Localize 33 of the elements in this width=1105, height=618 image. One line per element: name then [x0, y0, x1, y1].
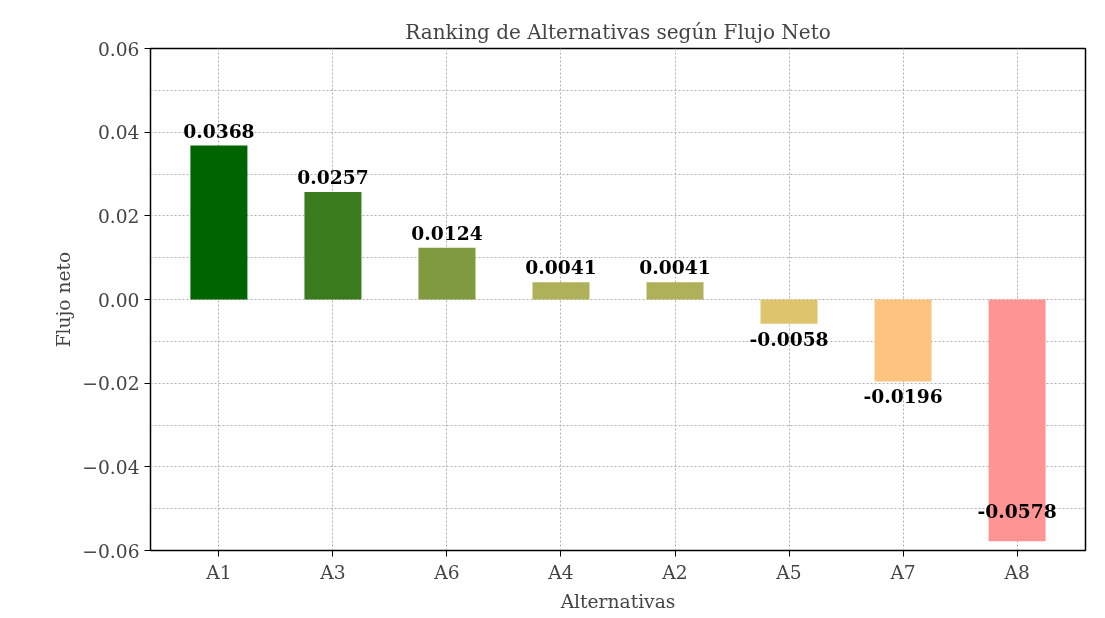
- y-tick-label: 0.06: [97, 38, 140, 60]
- data-label: 0.0041: [639, 256, 711, 279]
- x-tick-label: A6: [433, 561, 460, 583]
- y-tick-label: 0.04: [97, 122, 140, 144]
- y-tick-label: 0.02: [97, 205, 140, 227]
- x-tick-label: A7: [889, 561, 916, 583]
- y-axis-title: Flujo neto: [53, 251, 75, 348]
- x-axis-title: Alternativas: [559, 590, 676, 612]
- bar: [190, 145, 248, 300]
- bar: [532, 282, 590, 300]
- data-label: 0.0368: [183, 119, 255, 142]
- x-tick-label: A8: [1003, 561, 1030, 583]
- x-tick-label: A2: [661, 561, 688, 583]
- data-label: 0.0041: [525, 256, 597, 279]
- y-tick-label: −0.04: [82, 456, 140, 478]
- data-label: -0.0058: [749, 327, 829, 350]
- bar: [874, 299, 932, 382]
- y-tick-label: −0.06: [82, 540, 140, 562]
- x-tick-label: A1: [205, 561, 232, 583]
- bar: [760, 299, 818, 324]
- data-label: 0.0257: [297, 165, 369, 188]
- data-label: 0.0124: [411, 221, 483, 244]
- y-tick-label: −0.02: [82, 373, 140, 395]
- data-label: -0.0578: [977, 500, 1057, 523]
- x-tick-label: A5: [775, 561, 802, 583]
- x-tick-label: A4: [547, 561, 574, 583]
- bar: [418, 247, 476, 300]
- chart-title: Ranking de Alternativas según Flujo Neto: [405, 19, 831, 44]
- y-tick-label: 0.00: [97, 289, 140, 311]
- x-tick-label: A3: [319, 561, 346, 583]
- bar: [304, 191, 362, 300]
- data-label: -0.0196: [863, 385, 943, 408]
- bar: [646, 282, 704, 300]
